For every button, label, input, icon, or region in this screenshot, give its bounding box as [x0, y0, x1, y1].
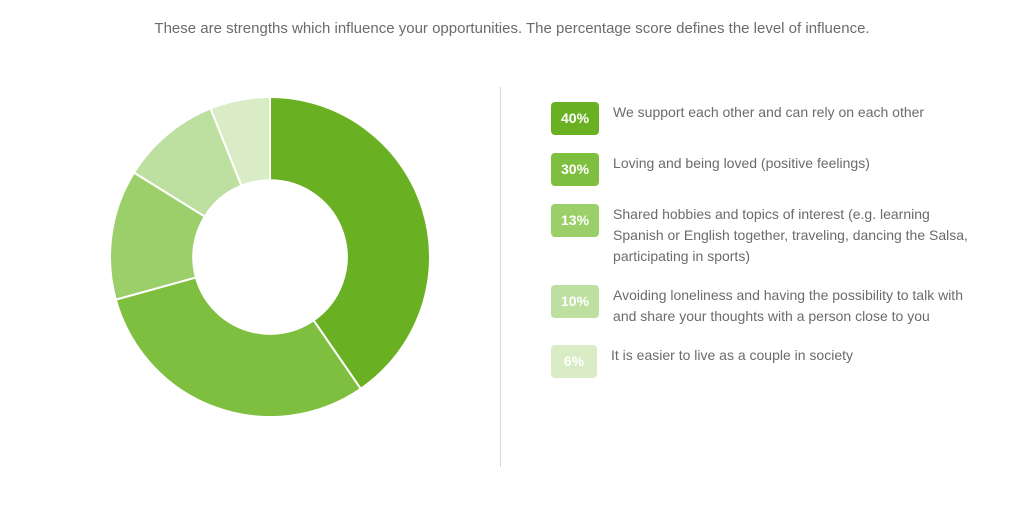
container: These are strengths which influence your… [0, 0, 1024, 523]
legend-label: Shared hobbies and topics of interest (e… [613, 204, 984, 267]
legend-item: 10% Avoiding loneliness and having the po… [551, 285, 984, 327]
legend-label: We support each other and can rely on ea… [613, 102, 984, 123]
legend-label: Loving and being loved (positive feeling… [613, 153, 984, 174]
donut-segment [116, 277, 361, 417]
legend-badge: 10% [551, 285, 599, 318]
legend-badge: 40% [551, 102, 599, 135]
legend-item: 13% Shared hobbies and topics of interest… [551, 204, 984, 267]
legend-section: 40% We support each other and can rely on… [521, 87, 984, 396]
legend-badge: 13% [551, 204, 599, 237]
header-text: These are strengths which influence your… [40, 20, 984, 37]
legend-badge: 6% [551, 345, 597, 378]
legend-item: 30% Loving and being loved (positive feel… [551, 153, 984, 186]
legend-item: 40% We support each other and can rely on… [551, 102, 984, 135]
content-row: 40% We support each other and can rely on… [40, 87, 984, 467]
vertical-divider [500, 87, 501, 467]
legend-badge: 30% [551, 153, 599, 186]
legend-label: It is easier to live as a couple in soci… [611, 345, 984, 366]
legend-label: Avoiding loneliness and having the possi… [613, 285, 984, 327]
donut-chart [110, 97, 430, 417]
legend-item: 6% It is easier to live as a couple in so… [551, 345, 984, 378]
donut-chart-section [40, 87, 500, 417]
